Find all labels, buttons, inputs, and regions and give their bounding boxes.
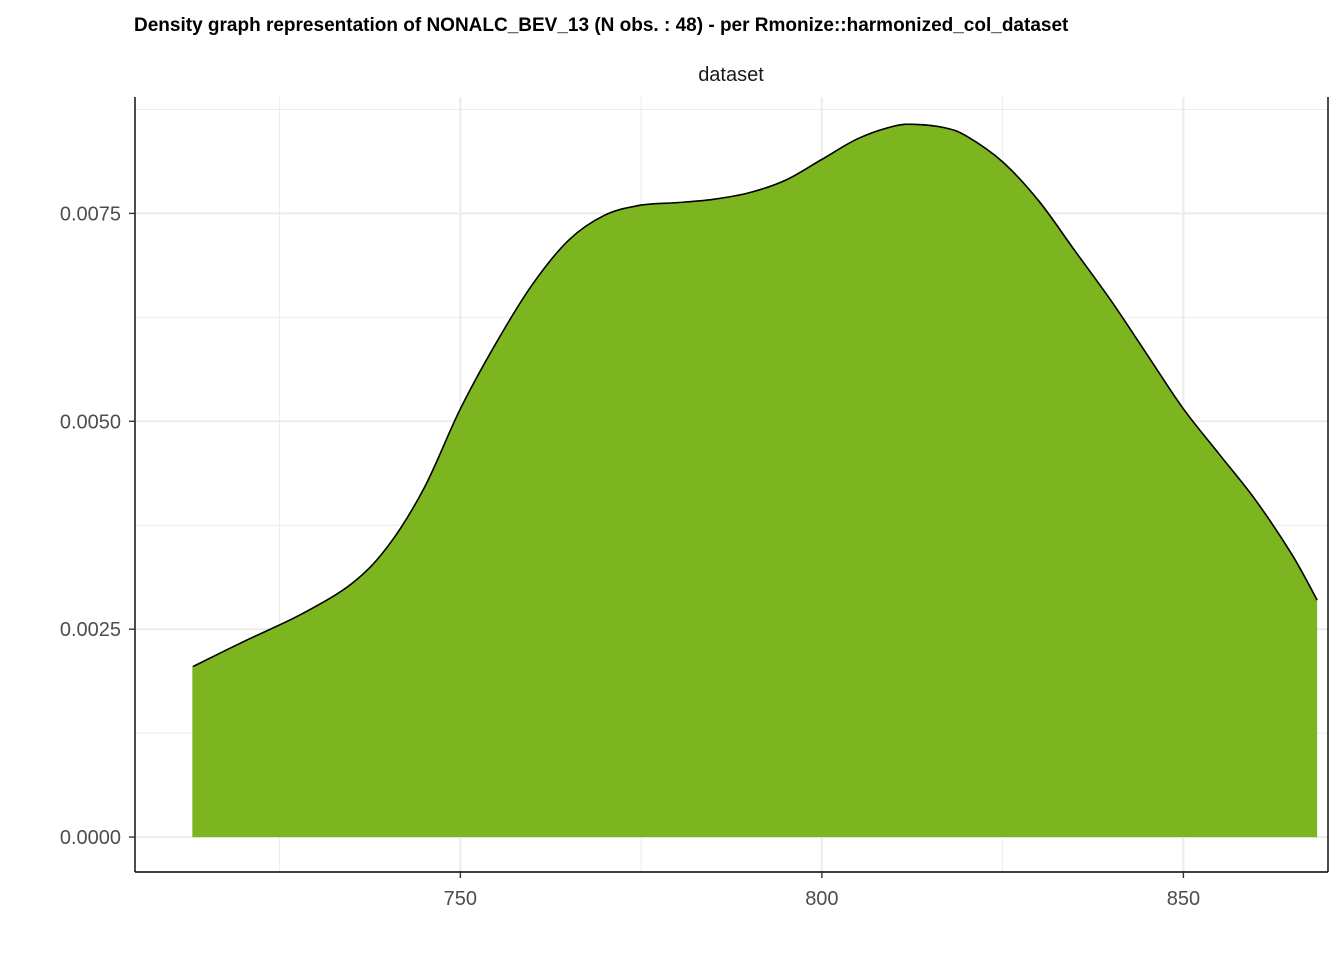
chart-title: Density graph representation of NONALC_B…: [134, 15, 1069, 36]
y-tick-label: 0.0025: [60, 619, 121, 641]
density-line: [192, 123, 1318, 668]
y-tick-label: 0.0050: [60, 411, 121, 433]
density-fill: [192, 124, 1318, 838]
x-tick-label: 800: [805, 888, 838, 910]
y-tick-label: 0.0000: [60, 827, 121, 849]
facet-strip-label: dataset: [698, 64, 764, 86]
density-area: [192, 123, 1318, 838]
tick-labels: 0.0000 0.0025 0.0050 0.0075 750 800 850: [60, 203, 1200, 910]
x-tick-label: 850: [1167, 888, 1200, 910]
y-tick-label: 0.0075: [60, 203, 121, 225]
axes: [129, 97, 1329, 878]
x-tick-label: 750: [444, 888, 477, 910]
